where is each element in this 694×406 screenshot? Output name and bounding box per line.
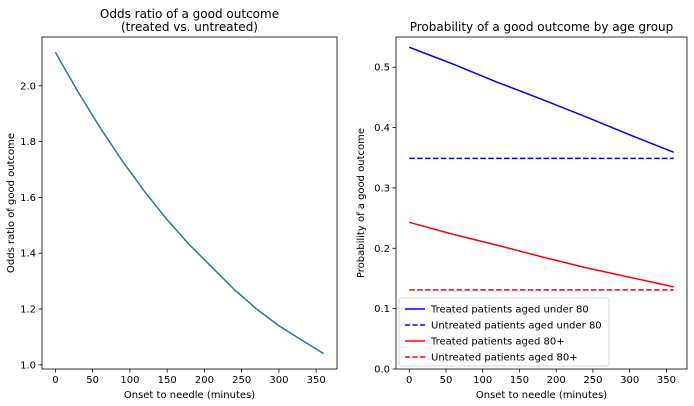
x-tick-label: 300: [620, 375, 639, 386]
y-tick-label: 0.5: [374, 63, 390, 74]
y-tick-label: 0.1: [374, 304, 390, 315]
series-line-1: [54, 51, 324, 355]
chart-title: Odds ratio of a good outcome: [100, 7, 279, 21]
plot-area: [42, 37, 337, 369]
x-tick-label: 50: [86, 375, 99, 386]
x-tick-label: 350: [307, 375, 326, 386]
x-tick-label: 100: [473, 375, 492, 386]
legend-entry-1: Treated patients aged under 80: [430, 305, 589, 316]
chart-panel-1: 0 50 100 150 200 250 300 350 1.0 1.2 1.4 1.6 1.8 2.0 O…: [6, 7, 338, 401]
y-tick-label: 1.4: [20, 249, 36, 260]
axes-frame: [41, 36, 338, 370]
y-axis-label: Odds ratio of good outcome: [6, 133, 17, 273]
legend-box: [398, 297, 610, 367]
x-axis-label: Onset to needle (minutes): [476, 390, 607, 401]
x-tick-label: 150: [158, 375, 177, 386]
x-tick-label: 0: [52, 375, 58, 386]
x-tick-label: 300: [269, 375, 288, 386]
axes-frame: [395, 36, 688, 370]
y-tick-label: 2.0: [20, 81, 36, 92]
y-tick-label: 1.2: [20, 305, 36, 316]
x-tick-label: 350: [657, 375, 676, 386]
x-tick-label: 250: [583, 375, 602, 386]
y-tick-label: 1.6: [20, 193, 36, 204]
legend: Treated patients aged under 80 Untreated …: [398, 297, 610, 367]
y-tick-label: 0.2: [374, 244, 390, 255]
x-tick-label: 100: [120, 375, 139, 386]
x-tick-label: 250: [232, 375, 251, 386]
x-tick-label: 200: [195, 375, 214, 386]
y-tick-label: 1.8: [20, 137, 36, 148]
chart-title: (treated vs. untreated): [121, 20, 258, 34]
legend-entry-4: Untreated patients aged 80+: [431, 353, 578, 364]
x-tick-label: 0: [406, 375, 412, 386]
x-tick-label: 50: [440, 375, 453, 386]
legend-entry-2: Untreated patients aged under 80: [431, 321, 602, 332]
x-tick-label: 150: [510, 375, 529, 386]
y-tick-label: 1.0: [20, 360, 36, 371]
y-tick-label: 0.3: [374, 183, 390, 194]
legend-entry-3: Treated patients aged 80+: [430, 337, 565, 348]
series-line-3: [409, 221, 674, 288]
chart-title: Probability of a good outcome by age gro…: [410, 20, 674, 34]
series-line-1: [408, 46, 675, 153]
y-axis-label: Probability of a good outcome: [356, 128, 367, 278]
chart-panel-2: 0 50 100 150 200 250 300 350 0.0 0.1 0.2 0.3 0.4 0.5 P…: [356, 20, 688, 401]
y-tick-label: 0.0: [374, 365, 390, 376]
x-axis-label: Onset to needle (minutes): [124, 390, 255, 401]
x-tick-label: 200: [547, 375, 566, 386]
y-tick-label: 0.4: [374, 123, 390, 134]
